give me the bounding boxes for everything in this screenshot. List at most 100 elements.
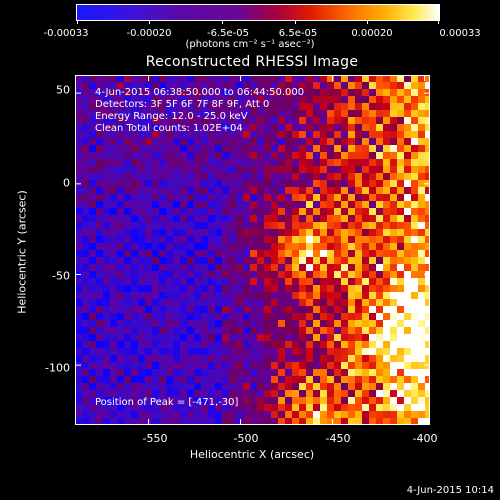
heatmap-cell xyxy=(103,117,110,124)
heatmap-cell xyxy=(229,145,236,152)
heatmap-cell xyxy=(229,271,236,278)
heatmap-cell xyxy=(306,103,313,110)
heatmap-cell xyxy=(418,306,425,313)
heatmap-cell xyxy=(257,145,264,152)
heatmap-cell xyxy=(96,117,103,124)
heatmap-cell xyxy=(82,229,89,236)
heatmap-cell xyxy=(390,236,397,243)
heatmap-cell xyxy=(243,229,250,236)
heatmap-cell xyxy=(411,313,418,320)
heatmap-cell xyxy=(236,138,243,145)
heatmap-cell xyxy=(117,320,124,327)
heatmap-cell xyxy=(306,229,313,236)
heatmap-cell xyxy=(306,75,313,82)
heatmap-cell xyxy=(404,362,411,369)
heatmap-cell xyxy=(82,194,89,201)
heatmap-cell xyxy=(271,334,278,341)
heatmap-cell xyxy=(418,320,425,327)
heatmap-cell xyxy=(110,418,117,425)
heatmap-cell xyxy=(187,159,194,166)
heatmap-cell xyxy=(334,341,341,348)
heatmap-cell xyxy=(383,355,390,362)
x-tick-label: -500 xyxy=(233,432,259,445)
heatmap-cell xyxy=(82,250,89,257)
heatmap-cell xyxy=(166,306,173,313)
heatmap-cell xyxy=(250,145,257,152)
heatmap-cell xyxy=(376,117,383,124)
heatmap-cell xyxy=(397,229,404,236)
heatmap-cell xyxy=(159,320,166,327)
heatmap-cell xyxy=(243,390,250,397)
heatmap-cell xyxy=(159,180,166,187)
heatmap-cell xyxy=(348,313,355,320)
heatmap-cell xyxy=(96,285,103,292)
heatmap-cell xyxy=(327,313,334,320)
heatmap-cell xyxy=(208,376,215,383)
heatmap-cell xyxy=(208,215,215,222)
heatmap-cell xyxy=(390,194,397,201)
heatmap-cell xyxy=(271,418,278,425)
heatmap-cell xyxy=(425,222,430,229)
heatmap-cell xyxy=(264,327,271,334)
heatmap-cell xyxy=(243,187,250,194)
heatmap-cell xyxy=(152,313,159,320)
heatmap-cell xyxy=(411,215,418,222)
heatmap-cell xyxy=(348,411,355,418)
heatmap-cell xyxy=(313,173,320,180)
heatmap-cell xyxy=(208,159,215,166)
heatmap-cell xyxy=(124,271,131,278)
heatmap-cell xyxy=(201,271,208,278)
heatmap-cell xyxy=(257,138,264,145)
heatmap-cell xyxy=(334,369,341,376)
heatmap-cell xyxy=(145,229,152,236)
heatmap-cell xyxy=(96,89,103,96)
heatmap-cell xyxy=(383,369,390,376)
heatmap-cell xyxy=(250,117,257,124)
heatmap-cell xyxy=(383,117,390,124)
heatmap-cell xyxy=(89,103,96,110)
heatmap-cell xyxy=(180,82,187,89)
heatmap-cell xyxy=(313,180,320,187)
heatmap-cell xyxy=(82,257,89,264)
heatmap-cell xyxy=(194,103,201,110)
heatmap-cell xyxy=(89,152,96,159)
heatmap-cell xyxy=(243,348,250,355)
heatmap-cell xyxy=(152,306,159,313)
heatmap-cell xyxy=(82,285,89,292)
heatmap-cell xyxy=(411,124,418,131)
heatmap-cell xyxy=(320,180,327,187)
heatmap-cell xyxy=(236,145,243,152)
heatmap-cell xyxy=(390,404,397,411)
heatmap-cell xyxy=(348,348,355,355)
heatmap-cell xyxy=(89,257,96,264)
heatmap-cell xyxy=(152,187,159,194)
x-tick-label: -550 xyxy=(142,432,168,445)
heatmap-cell xyxy=(257,327,264,334)
heatmap-cell xyxy=(75,334,82,341)
heatmap-cell xyxy=(145,355,152,362)
heatmap-cell xyxy=(180,404,187,411)
heatmap-cell xyxy=(390,222,397,229)
heatmap-cell xyxy=(411,292,418,299)
heatmap-cell xyxy=(313,229,320,236)
heatmap-cell xyxy=(341,173,348,180)
heatmap-cell xyxy=(418,152,425,159)
heatmap-cell xyxy=(334,411,341,418)
heatmap-cell xyxy=(117,292,124,299)
heatmap-cell xyxy=(397,404,404,411)
heatmap-cell xyxy=(320,348,327,355)
heatmap-cell xyxy=(82,131,89,138)
heatmap-cell xyxy=(201,103,208,110)
heatmap-cell xyxy=(117,166,124,173)
heatmap-cell xyxy=(292,96,299,103)
heatmap-cell xyxy=(96,257,103,264)
heatmap-cell xyxy=(411,145,418,152)
heatmap-cell xyxy=(243,271,250,278)
heatmap-cell xyxy=(299,369,306,376)
heatmap-cell xyxy=(180,362,187,369)
heatmap-cell xyxy=(383,404,390,411)
heatmap-cell xyxy=(285,334,292,341)
heatmap-cell xyxy=(229,82,236,89)
heatmap-cell xyxy=(194,194,201,201)
heatmap-cell xyxy=(145,341,152,348)
